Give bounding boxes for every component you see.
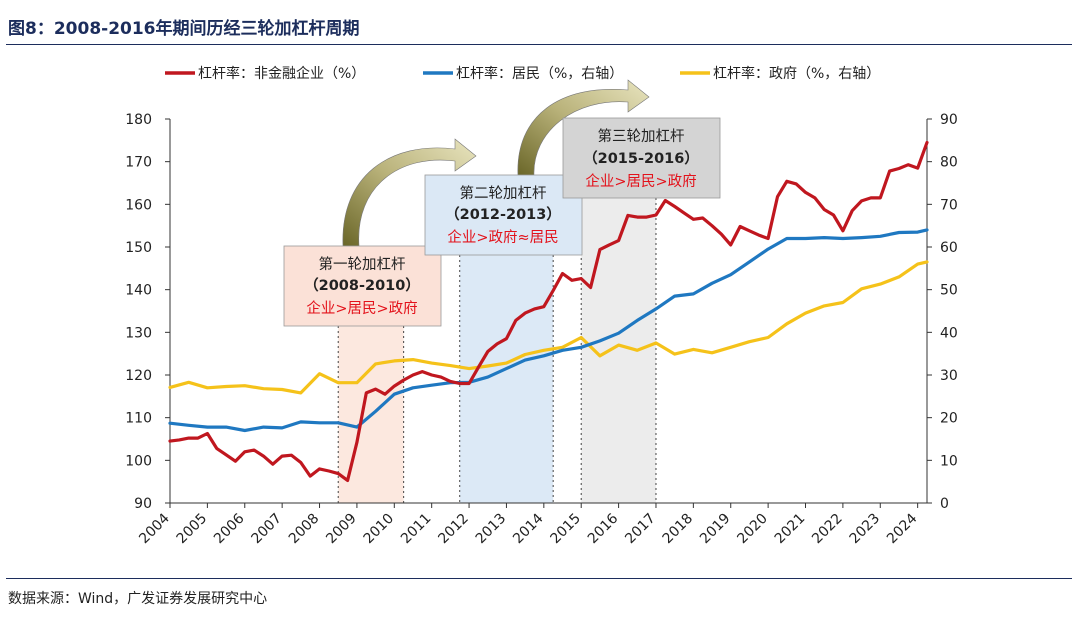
title-divider (6, 44, 1072, 45)
legend-label-nonfin: 杠杆率：非金融企业（%） (198, 65, 365, 82)
page-title: 图8：2008-2016年期间历经三轮加杠杆周期 (8, 19, 360, 39)
annotation-order: 企业>居民>政府 (585, 172, 696, 190)
x-tick-label: 2005 (174, 511, 211, 548)
annotation-round-2: 第二轮加杠杆 （2012-2013） 企业>政府≈居民 (424, 174, 583, 256)
annotation-order: 企业>政府≈居民 (447, 228, 558, 246)
y-right-tick-label: 60 (940, 240, 958, 256)
y-right-tick-label: 0 (940, 496, 949, 512)
annotation-period: （2008-2010） (304, 276, 420, 294)
nonfin-corporate-line (168, 140, 929, 482)
x-tick-label: 2020 (734, 511, 771, 548)
source-note: 数据来源：Wind，广发证券发展研究中心 (8, 591, 268, 607)
footer-divider (6, 578, 1072, 579)
y-right-tick-label: 10 (940, 453, 958, 469)
government-line (168, 260, 929, 395)
x-tick-label: 2012 (435, 511, 472, 548)
annotation-title: 第一轮加杠杆 (319, 255, 406, 273)
y-right-tick-label: 50 (940, 283, 958, 299)
annotation-round-1: 第一轮加杠杆 （2008-2010） 企业>居民>政府 (283, 245, 442, 327)
y-left-tick-label: 120 (125, 368, 152, 384)
x-tick-label: 2014 (510, 510, 547, 547)
x-tick-label: 2011 (398, 511, 435, 548)
chart-series (168, 140, 929, 482)
x-tick-label: 2010 (361, 511, 398, 548)
x-tick-label: 2013 (473, 511, 510, 548)
annotation-title: 第三轮加杠杆 (598, 127, 685, 145)
y-left-tick-label: 150 (125, 240, 152, 256)
y-right-tick-label: 30 (940, 368, 958, 384)
annotation-round-3: 第三轮加杠杆 （2015-2016） 企业>居民>政府 (562, 117, 721, 199)
x-tick-label: 2017 (622, 511, 659, 548)
annotation-order: 企业>居民>政府 (306, 299, 417, 317)
x-tick-label: 2009 (323, 511, 360, 548)
y-right-tick-label: 40 (940, 325, 958, 341)
y-right-tick-label: 20 (940, 411, 958, 427)
y-left-tick-label: 90 (134, 496, 152, 512)
household-line (168, 228, 929, 433)
legend-label-gov: 杠杆率：政府（%，右轴） (713, 65, 880, 82)
y-left-tick-label: 160 (125, 197, 152, 213)
x-tick-label: 2016 (585, 510, 622, 547)
x-tick-label: 2022 (809, 511, 846, 548)
x-tick-label: 2007 (248, 511, 285, 548)
y-left-tick-label: 140 (125, 283, 152, 299)
x-tick-label: 2008 (286, 511, 323, 548)
y-left-tick-label: 170 (125, 155, 152, 171)
y-left-tick-label: 100 (125, 453, 152, 469)
y-right-tick-label: 70 (940, 197, 958, 213)
curved-arrow-icon (517, 79, 650, 177)
period-shade (459, 255, 554, 503)
x-tick-label: 2006 (211, 510, 248, 547)
annotation-title: 第二轮加杠杆 (460, 184, 547, 202)
legend-label-household: 杠杆率：居民（%，右轴） (456, 65, 623, 82)
x-tick-label: 2024 (884, 510, 921, 547)
leverage-line-chart: 杠杆率：非金融企业（%） 杠杆率：居民（%，右轴） 杠杆率：政府（%，右轴） 9… (125, 65, 958, 548)
y-left-tick-label: 110 (125, 411, 152, 427)
chart-legend: 杠杆率：非金融企业（%） 杠杆率：居民（%，右轴） 杠杆率：政府（%，右轴） (165, 65, 880, 82)
x-tick-label: 2023 (847, 511, 884, 548)
y-right-tick-label: 80 (940, 155, 958, 171)
x-tick-label: 2018 (660, 511, 697, 548)
x-tick-label: 2021 (772, 511, 809, 548)
x-tick-label: 2004 (136, 510, 173, 547)
y-right-tick-label: 90 (940, 112, 958, 128)
x-tick-label: 2015 (548, 511, 585, 548)
x-tick-label: 2019 (697, 511, 734, 548)
y-left-tick-label: 180 (125, 112, 152, 128)
annotation-period: （2012-2013） (445, 205, 561, 223)
annotation-period: （2015-2016） (583, 149, 699, 167)
y-left-tick-label: 130 (125, 325, 152, 341)
